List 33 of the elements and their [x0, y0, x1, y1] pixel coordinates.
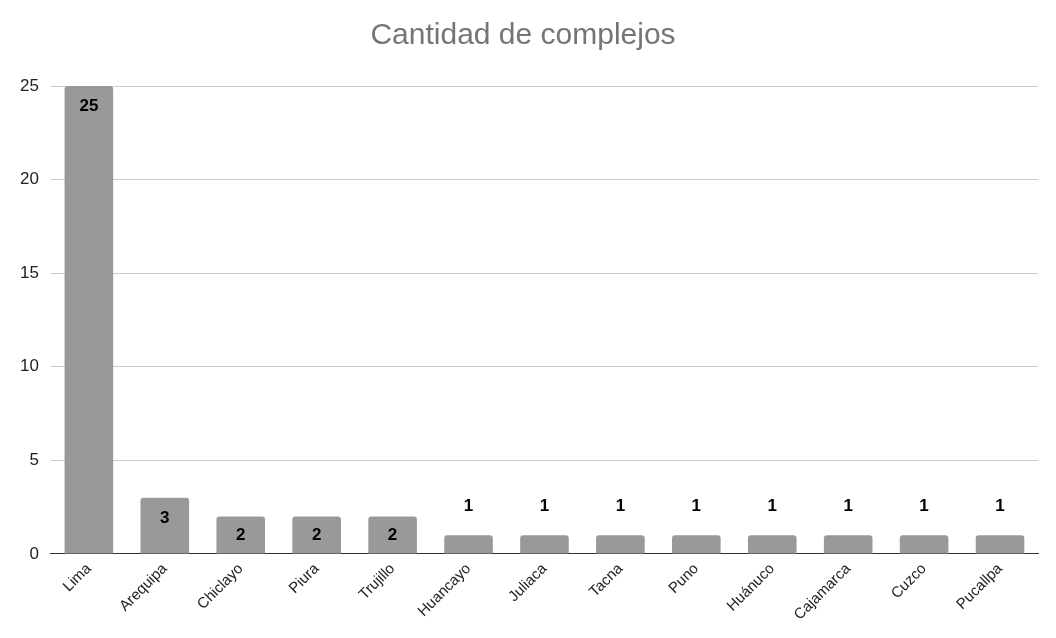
bar	[140, 497, 190, 554]
data-label: 1	[615, 496, 626, 516]
y-tick-label: 10	[19, 356, 39, 376]
bar	[747, 535, 797, 554]
bar	[823, 535, 873, 554]
y-tick-label: 20	[19, 169, 39, 189]
bar	[292, 516, 341, 554]
bar	[596, 535, 645, 554]
bar	[975, 535, 1025, 554]
bar	[64, 86, 114, 554]
data-label: 1	[995, 496, 1005, 516]
y-tick-label: 25	[19, 75, 39, 95]
bar	[520, 535, 569, 554]
data-label: 2	[311, 524, 322, 544]
bar	[216, 516, 266, 554]
data-label: 1	[539, 496, 550, 516]
bar	[672, 535, 721, 554]
chart-title: Cantidad de complejos	[370, 17, 676, 51]
y-tick-label: 0	[29, 543, 39, 563]
bar	[368, 516, 417, 554]
data-label: 25	[79, 96, 99, 116]
bar	[444, 535, 493, 554]
data-label: 2	[387, 524, 398, 544]
y-tick-label: 15	[19, 262, 39, 282]
bar	[899, 535, 949, 554]
data-label: 1	[843, 496, 853, 516]
data-label: 1	[767, 496, 777, 516]
data-label: 3	[160, 508, 170, 528]
data-label: 1	[691, 496, 702, 516]
data-label: 1	[463, 496, 474, 516]
data-label: 2	[236, 524, 246, 544]
data-label: 1	[919, 496, 929, 516]
y-tick-label: 5	[29, 450, 39, 470]
